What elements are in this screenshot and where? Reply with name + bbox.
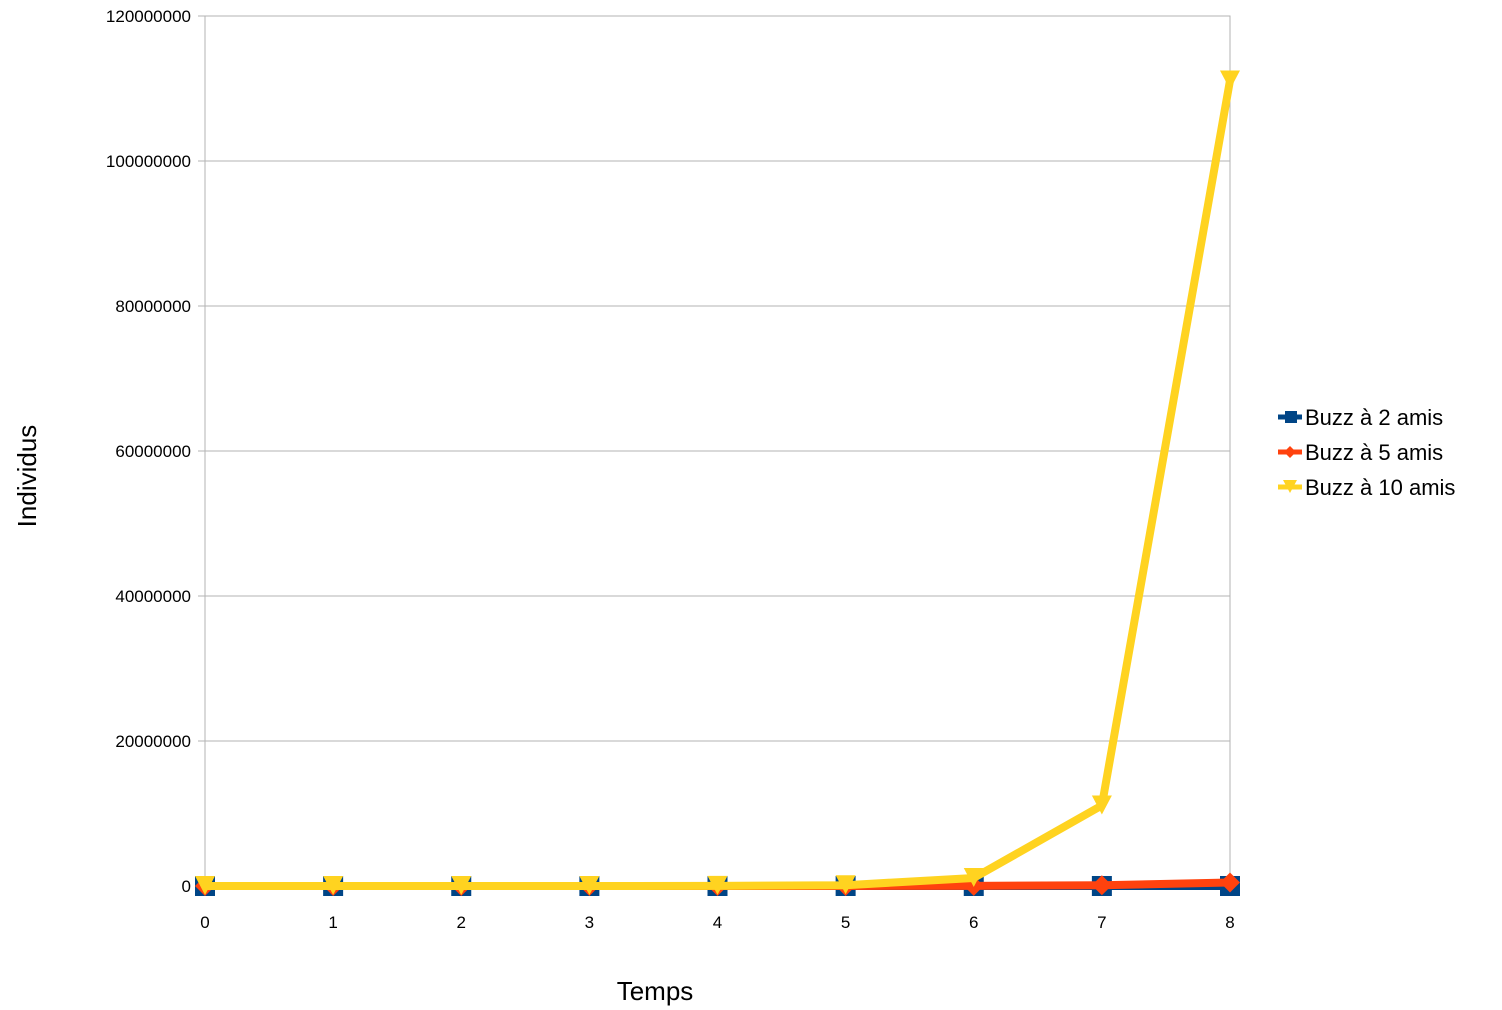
grid-lines: [205, 15, 1230, 887]
y-tick-label: 120000000: [106, 7, 191, 26]
y-tick-label: 0: [182, 877, 191, 896]
legend-label: Buzz à 10 amis: [1305, 475, 1455, 500]
data-point: [1220, 872, 1240, 893]
x-tick-label: 5: [841, 913, 850, 932]
series-lines: [195, 70, 1240, 896]
data-point: [1220, 70, 1240, 90]
data-point: [707, 875, 728, 895]
data-point: [835, 875, 856, 895]
y-tick-label: 60000000: [115, 442, 191, 461]
x-tick-label: 4: [713, 913, 722, 932]
legend-triangle-icon: [1283, 480, 1297, 493]
series-line: [204, 79, 1234, 890]
legend-label: Buzz à 2 amis: [1305, 405, 1443, 430]
y-axis-title: Individus: [12, 425, 42, 528]
y-axis-ticks: 0 20000000 40000000 60000000 80000000 1000000…: [106, 7, 205, 896]
legend-diamond-icon: [1284, 446, 1296, 458]
x-tick-label: 3: [585, 913, 594, 932]
x-axis-title: Temps: [617, 976, 694, 1006]
data-point: [451, 875, 472, 895]
legend-item-3: Buzz à 10 amis: [1278, 475, 1455, 500]
data-point: [963, 867, 984, 887]
y-tick-label: 20000000: [115, 732, 191, 751]
x-tick-label: 7: [1097, 913, 1106, 932]
y-tick-label: 100000000: [106, 152, 191, 171]
data-point: [1091, 875, 1112, 896]
x-tick-label: 0: [200, 913, 209, 932]
legend: Buzz à 2 amis Buzz à 5 amis Buzz à 10 amis: [1278, 405, 1455, 500]
x-tick-label: 1: [328, 913, 337, 932]
series-3: [195, 70, 1240, 895]
data-point: [323, 875, 344, 895]
y-tick-label: 40000000: [115, 587, 191, 606]
data-point: [1091, 795, 1112, 815]
legend-item-2: Buzz à 5 amis: [1278, 440, 1443, 465]
x-tick-label: 2: [457, 913, 466, 932]
data-point: [579, 875, 600, 895]
legend-square-icon: [1285, 411, 1297, 423]
legend-item-1: Buzz à 2 amis: [1278, 405, 1443, 430]
x-tick-label: 6: [969, 913, 978, 932]
data-point: [195, 876, 215, 895]
legend-label: Buzz à 5 amis: [1305, 440, 1443, 465]
y-tick-label: 80000000: [115, 297, 191, 316]
x-tick-label: 8: [1225, 913, 1234, 932]
